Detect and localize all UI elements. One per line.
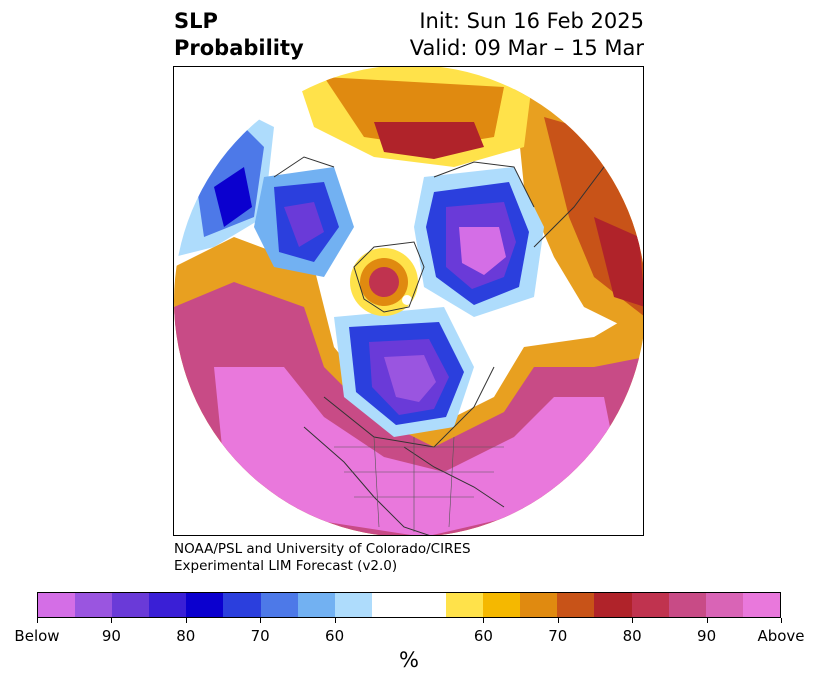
colorbar-segment xyxy=(38,593,76,617)
colorbar-segment xyxy=(75,593,113,617)
colorbar-tick-label: 70 xyxy=(548,627,568,645)
colorbar-segment xyxy=(594,593,632,617)
colorbar xyxy=(37,592,781,618)
colorbar-segment xyxy=(520,593,558,617)
colorbar-segment xyxy=(223,593,261,617)
colorbar-tick-label: 60 xyxy=(473,627,493,645)
map-title-left: SLP Probability xyxy=(174,8,304,62)
colorbar-segment xyxy=(631,593,669,617)
colorbar-tick-label: Above xyxy=(757,627,805,645)
colorbar-tick-mark xyxy=(632,618,634,623)
probability-map xyxy=(173,66,644,536)
colorbar-tick-label: Below xyxy=(14,627,60,645)
colorbar-segment xyxy=(557,593,595,617)
colorbar-tick-label: 90 xyxy=(101,627,121,645)
credit-line-2: Experimental LIM Forecast (v2.0) xyxy=(174,558,398,574)
credit-line-1: NOAA/PSL and University of Colorado/CIRE… xyxy=(174,541,471,557)
map-title-right: Init: Sun 16 Feb 2025 Valid: 09 Mar – 15… xyxy=(410,8,644,62)
colorbar-tick-label: 90 xyxy=(697,627,717,645)
colorbar-segment xyxy=(186,593,224,617)
colorbar-segment xyxy=(483,593,521,617)
colorbar-segment xyxy=(705,593,743,617)
colorbar-unit-label: % xyxy=(399,648,419,672)
valid-range: Valid: 09 Mar – 15 Mar xyxy=(409,36,644,60)
title-type: Probability xyxy=(174,36,304,60)
colorbar-tick-mark xyxy=(185,618,187,623)
colorbar-segment xyxy=(446,593,484,617)
colorbar-tick-label: 60 xyxy=(325,627,345,645)
colorbar-tick-mark xyxy=(781,618,782,623)
colorbar-segment xyxy=(334,593,372,617)
colorbar-tick-mark xyxy=(37,618,38,623)
colorbar-tick-mark xyxy=(260,618,262,623)
title-variable: SLP xyxy=(174,9,218,33)
init-date: Init: Sun 16 Feb 2025 xyxy=(419,9,644,33)
colorbar-tick-label: 70 xyxy=(250,627,270,645)
colorbar-tick-label: 80 xyxy=(176,627,196,645)
colorbar-tick-label: 80 xyxy=(622,627,642,645)
colorbar-segment xyxy=(297,593,335,617)
colorbar-segment xyxy=(260,593,298,617)
colorbar-tick-mark xyxy=(334,618,336,623)
map-canvas xyxy=(174,67,643,535)
colorbar-segment xyxy=(112,593,150,617)
colorbar-tick-mark xyxy=(706,618,708,623)
colorbar-tick-mark xyxy=(557,618,559,623)
colorbar-segment xyxy=(742,593,780,617)
colorbar-segment xyxy=(371,593,447,617)
state-borders xyxy=(334,436,504,532)
credit: NOAA/PSL and University of Colorado/CIRE… xyxy=(174,541,471,575)
colorbar-segment xyxy=(668,593,706,617)
colorbar-tick-mark xyxy=(111,618,113,623)
colorbar-segment xyxy=(149,593,187,617)
colorbar-tick-mark xyxy=(483,618,485,623)
